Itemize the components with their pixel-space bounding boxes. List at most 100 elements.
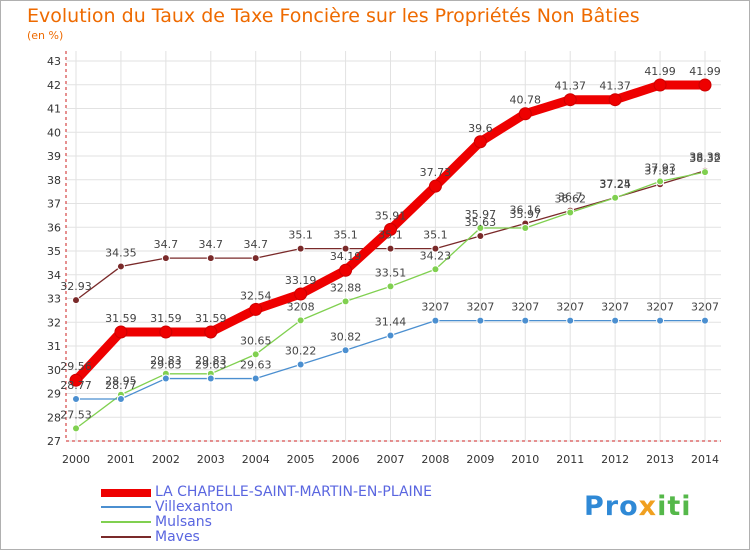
x-tick-label: 2012 xyxy=(601,453,629,466)
data-label-1: 28.77 xyxy=(105,379,137,392)
legend-label-mulsans: Mulsans xyxy=(155,514,212,530)
data-point-1 xyxy=(431,316,440,325)
data-label-1: 3207 xyxy=(421,301,449,314)
data-point-2 xyxy=(296,316,305,325)
y-tick-label: 43 xyxy=(47,55,61,68)
data-point-0 xyxy=(428,179,442,193)
data-point-3 xyxy=(116,262,125,271)
data-point-0 xyxy=(518,107,532,121)
data-label-3: 35.63 xyxy=(465,216,497,229)
data-point-0 xyxy=(204,325,218,339)
data-label-1: 3207 xyxy=(511,301,539,314)
y-tick-label: 27 xyxy=(47,435,61,448)
x-tick-label: 2014 xyxy=(691,453,719,466)
data-label-2: 35.97 xyxy=(510,208,542,221)
data-label-0: 31.59 xyxy=(105,312,137,325)
data-point-1 xyxy=(116,394,125,403)
data-label-0: 29.56 xyxy=(60,360,92,373)
y-tick-label: 31 xyxy=(47,340,61,353)
data-point-0 xyxy=(473,135,487,149)
data-label-1: 3207 xyxy=(646,301,674,314)
data-point-1 xyxy=(251,374,260,383)
data-label-3: 35.1 xyxy=(288,229,313,242)
data-label-1: 3207 xyxy=(466,301,494,314)
data-label-0: 41.99 xyxy=(689,65,721,78)
data-point-0 xyxy=(384,222,397,236)
data-point-1 xyxy=(386,331,395,340)
data-point-3 xyxy=(431,244,440,253)
data-point-3 xyxy=(296,244,305,253)
data-point-0 xyxy=(294,287,308,301)
y-tick-label: 40 xyxy=(47,126,61,139)
y-tick-label: 37 xyxy=(47,198,61,211)
data-label-2: 38.32 xyxy=(689,152,721,165)
data-point-2 xyxy=(72,424,80,433)
data-label-0: 41.37 xyxy=(554,80,586,93)
data-label-2: 37.24 xyxy=(599,178,631,191)
data-label-1: 29.63 xyxy=(240,359,272,372)
data-label-1: 3207 xyxy=(601,301,629,314)
data-label-1: 31.44 xyxy=(375,316,407,329)
data-point-3 xyxy=(341,244,350,253)
data-label-3: 35.1 xyxy=(423,229,448,242)
data-point-1 xyxy=(206,374,215,383)
data-label-0: 41.37 xyxy=(599,80,631,93)
x-tick-label: 2006 xyxy=(332,453,360,466)
legend-label-chapelle: LA CHAPELLE-SAINT-MARTIN-EN-PLAINE xyxy=(155,484,432,500)
data-label-3: 34.35 xyxy=(105,246,137,259)
y-tick-label: 28 xyxy=(47,411,61,424)
data-point-0 xyxy=(563,93,577,107)
data-label-2: 37.93 xyxy=(644,161,676,174)
data-label-2: 30.65 xyxy=(240,334,272,347)
data-label-0: 35.91 xyxy=(375,209,407,222)
data-label-3: 34.7 xyxy=(154,238,179,251)
x-tick-label: 2003 xyxy=(197,453,225,466)
y-tick-label: 35 xyxy=(47,245,61,258)
data-point-0 xyxy=(69,373,83,387)
data-label-3: 34.7 xyxy=(243,238,268,251)
data-point-1 xyxy=(72,394,80,403)
y-tick-label: 41 xyxy=(47,103,61,116)
data-point-3 xyxy=(161,254,170,263)
data-label-1: 28.77 xyxy=(60,379,92,392)
data-label-3: 34.7 xyxy=(199,238,224,251)
data-label-3: 38.38 xyxy=(689,151,721,164)
data-label-2: 35.97 xyxy=(465,208,497,221)
data-label-1: 29.63 xyxy=(195,359,227,372)
data-label-0: 33.19 xyxy=(285,274,317,287)
x-tick-label: 2000 xyxy=(62,453,90,466)
data-label-0: 37.73 xyxy=(420,166,452,179)
data-label-0: 39.6 xyxy=(468,122,493,135)
proxiti-logo: Proxiti xyxy=(584,491,692,522)
y-tick-label: 32 xyxy=(47,316,61,329)
y-tick-label: 42 xyxy=(47,79,61,92)
data-label-2: 32.88 xyxy=(330,281,362,294)
data-point-1 xyxy=(296,360,305,369)
data-point-0 xyxy=(114,325,128,339)
legend-label-maves: Maves xyxy=(155,529,200,545)
data-point-2 xyxy=(476,223,485,232)
data-label-3: 32.93 xyxy=(60,280,92,293)
data-label-2: 34.23 xyxy=(420,249,452,262)
data-point-3 xyxy=(386,244,395,253)
data-point-2 xyxy=(386,282,395,291)
data-label-0: 31.59 xyxy=(195,312,227,325)
data-point-3 xyxy=(476,232,485,241)
data-point-2 xyxy=(701,168,709,177)
data-label-2: 28.95 xyxy=(105,375,137,388)
logo-part-2: x xyxy=(638,491,658,522)
y-tick-label: 29 xyxy=(47,388,61,401)
legend-swatch-chapelle xyxy=(101,489,151,497)
x-tick-label: 2004 xyxy=(242,453,270,466)
data-point-2 xyxy=(566,208,575,217)
y-tick-label: 30 xyxy=(47,364,61,377)
data-point-2 xyxy=(341,297,350,306)
data-point-1 xyxy=(341,346,350,355)
data-label-0: 41.99 xyxy=(644,65,676,78)
data-label-3: 35.1 xyxy=(333,229,358,242)
data-point-1 xyxy=(611,316,620,325)
legend-swatch-villexanton xyxy=(101,506,151,508)
data-point-1 xyxy=(656,316,665,325)
